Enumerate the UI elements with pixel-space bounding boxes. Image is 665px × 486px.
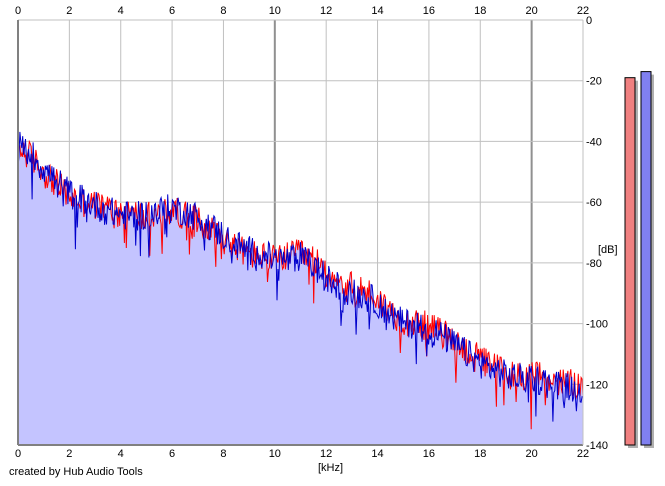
credit-text: created by Hub Audio Tools (9, 466, 143, 478)
x-tick-label-top: 16 (423, 5, 435, 17)
x-tick-label-top: 10 (269, 5, 281, 17)
spectrum-area (18, 131, 583, 445)
x-tick-label-bottom: 10 (269, 448, 281, 460)
x-tick-label-bottom: 18 (474, 448, 486, 460)
y-axis-label: [dB] (598, 244, 618, 256)
y-tick-label: -60 (586, 197, 602, 209)
plot-frame (17, 20, 584, 446)
x-tick-label-bottom: 8 (220, 448, 226, 460)
x-tick-label-top: 2 (66, 5, 72, 17)
level-meter-right (640, 71, 652, 446)
y-tick-label: -20 (586, 76, 602, 88)
x-tick-label-top: 8 (220, 5, 226, 17)
y-tick-label: -80 (586, 258, 602, 270)
x-tick-label-top: 20 (526, 5, 538, 17)
x-tick-label-bottom: 20 (526, 448, 538, 460)
level-meter-left (624, 77, 636, 446)
series-right-line (17, 131, 584, 422)
x-tick-label-top: 4 (118, 5, 124, 17)
x-tick-label-bottom: 12 (320, 448, 332, 460)
y-tick-label: -120 (586, 379, 608, 391)
x-tick-label-bottom: 2 (66, 448, 72, 460)
level-meters (624, 71, 654, 448)
x-tick-label-top: 12 (320, 5, 332, 17)
y-tick-label: -140 (586, 440, 608, 452)
x-tick-label-bottom: 4 (118, 448, 124, 460)
y-tick-label: -40 (586, 136, 602, 148)
x-tick-label-bottom: 22 (577, 448, 589, 460)
y-tick-label: 0 (586, 15, 592, 27)
x-axis-label: [kHz] (318, 462, 343, 474)
tick-labels: 002244668810101212141416161818202022220-… (15, 5, 608, 460)
x-tick-label-top: 14 (371, 5, 383, 17)
x-tick-label-top: 0 (15, 5, 21, 17)
series-left-line (17, 133, 584, 430)
x-tick-label-top: 22 (577, 5, 589, 17)
x-tick-label-bottom: 16 (423, 448, 435, 460)
x-tick-label-bottom: 0 (15, 448, 21, 460)
x-tick-label-bottom: 14 (371, 448, 383, 460)
x-tick-label-bottom: 6 (169, 448, 175, 460)
spectrum-lines (17, 131, 584, 430)
x-tick-label-top: 18 (474, 5, 486, 17)
y-tick-label: -100 (586, 319, 608, 331)
spectrum-fill-area (18, 131, 583, 445)
x-tick-label-top: 6 (169, 5, 175, 17)
